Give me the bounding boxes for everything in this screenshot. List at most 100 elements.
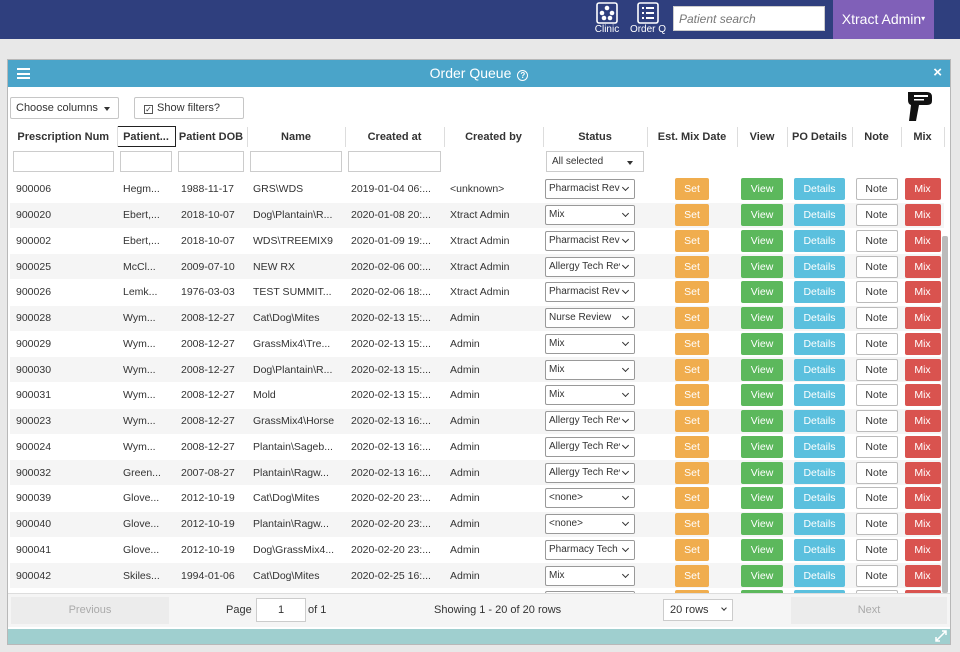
- mix-button[interactable]: Mix: [904, 307, 941, 330]
- page-number-input[interactable]: 1: [256, 598, 306, 622]
- po-details-button[interactable]: Details: [794, 564, 845, 587]
- col-header-prescription-num[interactable]: Prescription Num: [10, 126, 118, 147]
- note-button[interactable]: Note: [855, 358, 898, 381]
- set-mix-date-button[interactable]: Set: [675, 204, 709, 227]
- filter-status-dropdown[interactable]: All selected: [546, 151, 644, 172]
- mix-button[interactable]: Mix: [904, 255, 941, 278]
- col-header-po-details[interactable]: PO Details: [787, 126, 853, 147]
- view-button[interactable]: View: [741, 358, 783, 381]
- set-mix-date-button[interactable]: Set: [675, 435, 709, 458]
- user-menu[interactable]: Xtract Admin▾: [833, 0, 934, 39]
- status-select[interactable]: Mix: [545, 333, 635, 354]
- note-button[interactable]: Note: [855, 384, 898, 407]
- status-select[interactable]: Mix: [545, 205, 635, 226]
- po-details-button[interactable]: Details: [794, 358, 845, 381]
- view-button[interactable]: View: [741, 435, 783, 458]
- view-button[interactable]: View: [741, 513, 783, 536]
- note-button[interactable]: Note: [855, 590, 898, 593]
- status-select[interactable]: Mix: [545, 565, 635, 586]
- status-select[interactable]: Pharmacist Rev: [545, 282, 635, 303]
- view-button[interactable]: View: [741, 384, 783, 407]
- po-details-button[interactable]: Details: [794, 307, 845, 330]
- po-details-button[interactable]: Details: [794, 255, 845, 278]
- mix-button[interactable]: Mix: [904, 410, 941, 433]
- note-button[interactable]: Note: [855, 204, 898, 227]
- col-header-patient-dob[interactable]: Patient DOB: [175, 126, 248, 147]
- mix-button[interactable]: Mix: [904, 538, 941, 561]
- po-details-button[interactable]: Details: [794, 410, 845, 433]
- view-button[interactable]: View: [741, 307, 783, 330]
- view-button[interactable]: View: [741, 410, 783, 433]
- mix-button[interactable]: Mix: [904, 229, 941, 252]
- set-mix-date-button[interactable]: Set: [675, 564, 709, 587]
- note-button[interactable]: Note: [855, 435, 898, 458]
- set-mix-date-button[interactable]: Set: [675, 229, 709, 252]
- filter-prescription-num[interactable]: [13, 151, 114, 172]
- set-mix-date-button[interactable]: Set: [675, 178, 709, 201]
- next-page-button[interactable]: Next: [791, 597, 947, 624]
- po-details-button[interactable]: Details: [794, 538, 845, 561]
- po-details-button[interactable]: Details: [794, 204, 845, 227]
- set-mix-date-button[interactable]: Set: [675, 255, 709, 278]
- status-select[interactable]: [545, 591, 635, 593]
- status-select[interactable]: Allergy Tech Rev: [545, 436, 635, 457]
- po-details-button[interactable]: Details: [794, 384, 845, 407]
- col-header-est-mix-date[interactable]: Est. Mix Date: [647, 126, 738, 147]
- view-button[interactable]: View: [741, 564, 783, 587]
- status-select[interactable]: Allergy Tech Rev: [545, 411, 635, 432]
- view-button[interactable]: View: [741, 538, 783, 561]
- checkbox-icon[interactable]: ✓: [144, 105, 153, 114]
- mix-button[interactable]: Mix: [904, 178, 941, 201]
- filter-created-at[interactable]: [348, 151, 441, 172]
- view-button[interactable]: View: [741, 487, 783, 510]
- mix-button[interactable]: Mix: [904, 358, 941, 381]
- po-details-button[interactable]: Details: [794, 590, 845, 593]
- set-mix-date-button[interactable]: Set: [675, 307, 709, 330]
- col-header-patient[interactable]: Patient...: [116, 126, 176, 147]
- col-header-created-at[interactable]: Created at: [345, 126, 445, 147]
- mix-button[interactable]: Mix: [904, 461, 941, 484]
- hamburger-icon[interactable]: [17, 68, 30, 79]
- po-details-button[interactable]: Details: [794, 332, 845, 355]
- note-button[interactable]: Note: [855, 178, 898, 201]
- set-mix-date-button[interactable]: Set: [675, 358, 709, 381]
- note-button[interactable]: Note: [855, 410, 898, 433]
- note-button[interactable]: Note: [855, 538, 898, 561]
- resize-icon[interactable]: [935, 630, 947, 642]
- set-mix-date-button[interactable]: Set: [675, 281, 709, 304]
- mix-button[interactable]: Mix: [904, 487, 941, 510]
- set-mix-date-button[interactable]: Set: [675, 461, 709, 484]
- mix-button[interactable]: Mix: [904, 513, 941, 536]
- status-select[interactable]: <none>: [545, 488, 635, 509]
- nav-order-queue[interactable]: Order Q: [627, 0, 669, 39]
- po-details-button[interactable]: Details: [794, 281, 845, 304]
- set-mix-date-button[interactable]: Set: [675, 487, 709, 510]
- col-header-name[interactable]: Name: [247, 126, 346, 147]
- close-icon[interactable]: ×: [933, 64, 942, 81]
- set-mix-date-button[interactable]: Set: [675, 538, 709, 561]
- nav-clinic[interactable]: Clinic: [592, 0, 622, 39]
- po-details-button[interactable]: Details: [794, 461, 845, 484]
- note-button[interactable]: Note: [855, 513, 898, 536]
- po-details-button[interactable]: Details: [794, 435, 845, 458]
- note-button[interactable]: Note: [855, 332, 898, 355]
- set-mix-date-button[interactable]: Set: [675, 384, 709, 407]
- note-button[interactable]: Note: [855, 255, 898, 278]
- set-mix-date-button[interactable]: Set: [675, 590, 709, 593]
- set-mix-date-button[interactable]: Set: [675, 513, 709, 536]
- status-select[interactable]: Pharmacy Tech: [545, 539, 635, 560]
- note-button[interactable]: Note: [855, 229, 898, 252]
- view-button[interactable]: View: [741, 590, 783, 593]
- mix-button[interactable]: Mix: [904, 332, 941, 355]
- note-button[interactable]: Note: [855, 461, 898, 484]
- show-filters-toggle[interactable]: ✓ Show filters?: [134, 97, 244, 119]
- view-button[interactable]: View: [741, 178, 783, 201]
- note-button[interactable]: Note: [855, 564, 898, 587]
- view-button[interactable]: View: [741, 461, 783, 484]
- status-select[interactable]: Allergy Tech Rev: [545, 256, 635, 277]
- po-details-button[interactable]: Details: [794, 513, 845, 536]
- status-select[interactable]: Mix: [545, 359, 635, 380]
- mix-button[interactable]: Mix: [904, 384, 941, 407]
- view-button[interactable]: View: [741, 281, 783, 304]
- po-details-button[interactable]: Details: [794, 229, 845, 252]
